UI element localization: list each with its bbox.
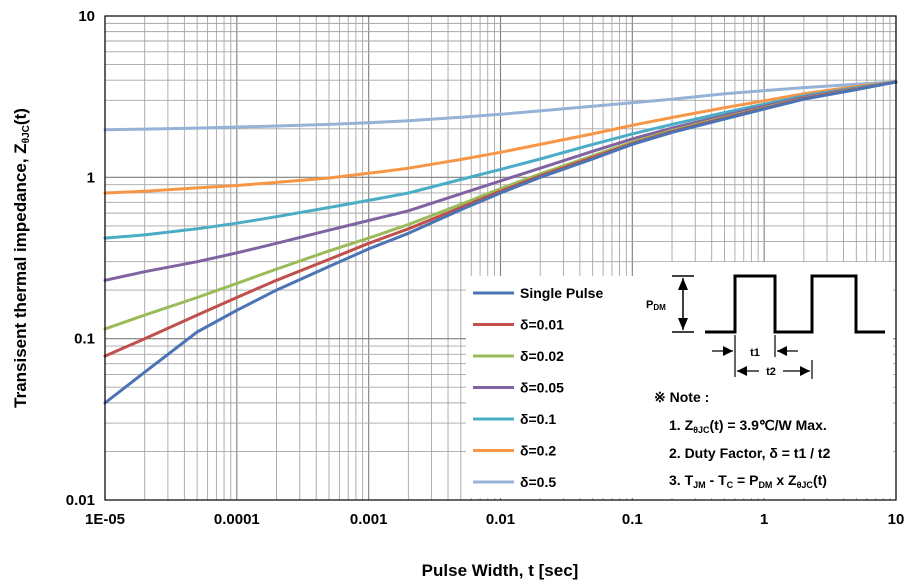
plot-frame	[104, 15, 897, 501]
t1-right-arrowhead	[777, 346, 787, 356]
legend-label: δ=0.02	[520, 348, 564, 364]
x-tick-label: 1E-05	[85, 511, 125, 528]
x-tick-label: 10	[888, 511, 905, 528]
legend-label: δ=0.2	[520, 443, 556, 459]
pulse-waveform	[705, 274, 885, 334]
series-line	[103, 80, 898, 240]
series-line	[103, 80, 898, 195]
y-axis-title: Transisent thermal impedance, ZθJC(t)	[11, 108, 32, 408]
t2-right-arrowhead	[800, 366, 810, 376]
pdm-arrowhead-down	[678, 318, 688, 330]
x-tick-label: 0.1	[622, 511, 643, 528]
t1-left-arrowhead	[723, 346, 733, 356]
legend-label: Single Pulse	[520, 285, 603, 301]
t2-label: t2	[766, 366, 776, 378]
legend-label: δ=0.5	[520, 474, 556, 490]
x-tick-label: 0.01	[486, 511, 515, 528]
legend-label: δ=0.05	[520, 380, 564, 396]
x-tick-label: 0.0001	[214, 511, 260, 528]
y-tick-label: 0.01	[66, 492, 95, 509]
legend-label: δ=0.01	[520, 317, 564, 333]
x-axis-title: Pulse Width, t [sec]	[422, 561, 579, 580]
legend: Single Pulse δ=0.01 δ=0.02 δ=0.05 δ=0.1 δ=0.2…	[466, 276, 640, 498]
series-line	[103, 80, 898, 405]
y-tick-label: 1	[87, 169, 95, 186]
inset-background	[640, 262, 893, 498]
pdm-label: PDM	[646, 299, 666, 312]
note-line-3: 3. TJM - TC = PDM x ZθJC(t)	[669, 472, 827, 490]
t2-label-bg	[759, 363, 783, 377]
y-tick-labels: 0.01 0.1 1 10	[66, 8, 95, 509]
y-tick-label: 10	[78, 8, 95, 25]
series-line	[103, 80, 898, 132]
inset-panel: PDM t1 t2 ※ Note : 1. ZθJC(t) = 3.9℃/W M…	[640, 262, 893, 498]
note-line-2: 2. Duty Factor, δ = t1 / t2	[669, 445, 831, 461]
pdm-arrowhead-up	[678, 278, 688, 290]
y-tick-label: 0.1	[74, 331, 95, 348]
legend-label: δ=0.1	[520, 411, 556, 427]
series-layer	[103, 80, 898, 405]
x-tick-label: 1	[760, 511, 768, 528]
t1-label: t1	[750, 347, 760, 359]
t2-left-arrowhead	[737, 366, 747, 376]
note-line-1: 1. ZθJC(t) = 3.9℃/W Max.	[669, 417, 827, 435]
x-tick-labels: 1E-05 0.0001 0.001 0.01 0.1 1 10	[85, 511, 904, 528]
note-title: ※ Note :	[654, 389, 709, 405]
x-tick-label: 0.001	[350, 511, 388, 528]
